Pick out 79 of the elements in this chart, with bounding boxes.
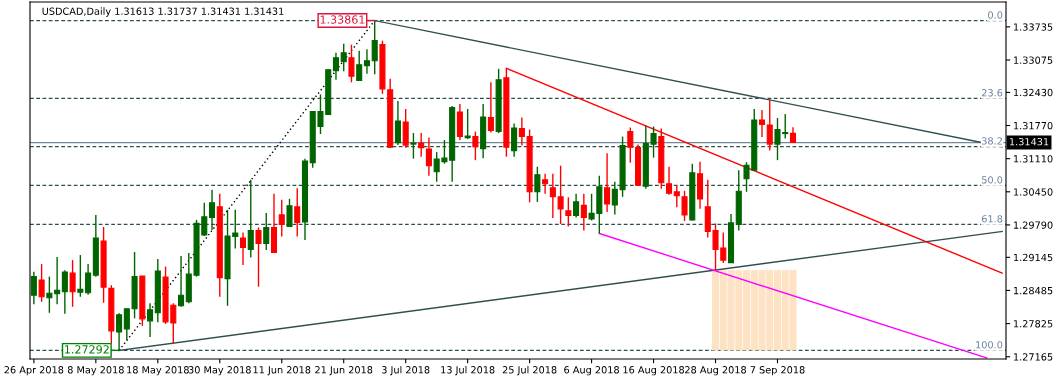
candlestick: [394, 100, 401, 146]
y-tick-label: 1.31110: [1014, 155, 1053, 163]
x-tick-label: 8 May 2018: [67, 366, 124, 376]
candlestick: [147, 302, 154, 338]
candlestick: [356, 50, 363, 82]
y-tick-label: 1.27165: [1014, 353, 1053, 361]
y-tick-label: 1.31770: [1014, 122, 1053, 130]
x-tick-label: 7 Sep 2018: [750, 366, 805, 376]
x-tick-label: 16 Aug 2018: [623, 366, 685, 376]
candlestick: [666, 165, 673, 196]
annotation: 61.8: [981, 215, 1003, 223]
y-tick-label: 1.29790: [1014, 221, 1053, 229]
candlestick: [410, 132, 417, 160]
candlestick: [766, 98, 773, 152]
candlestick: [255, 226, 262, 288]
candlestick: [263, 212, 270, 251]
x-tick-label: 28 Aug 2018: [685, 366, 746, 376]
candlestick: [402, 108, 409, 149]
y-tick-label: 1.29145: [1014, 253, 1053, 262]
y-tick-label: 1.33735: [1014, 23, 1053, 31]
candlestick: [61, 269, 68, 315]
candlestick: [464, 108, 471, 140]
candlestick: [178, 255, 185, 308]
candlestick: [534, 165, 541, 203]
candlestick: [77, 254, 84, 298]
candlestick: [348, 43, 355, 84]
candlestick: [69, 259, 76, 308]
candlestick: [542, 173, 549, 195]
y-tick-label: 1.30450: [1014, 188, 1053, 196]
y-tick-label: 1.33075: [1014, 56, 1053, 64]
y-tick-label: 1.32430: [1014, 88, 1053, 97]
candlestick: [371, 19, 378, 75]
candlestick: [511, 122, 518, 158]
x-tick-label: 26 Apr 2018: [4, 366, 64, 376]
candlestick: [363, 48, 370, 75]
x-tick-label: 11 Jun 2018: [253, 366, 311, 376]
y-tick-label: 1.28485: [1014, 286, 1053, 295]
candlestick: [604, 152, 611, 213]
candlestick: [565, 196, 572, 228]
candlestick: [85, 263, 92, 296]
annotation: 50.0: [982, 176, 1003, 184]
ref-line-label: 1.27292: [65, 345, 109, 354]
candlestick: [340, 42, 347, 72]
candlestick: [46, 275, 53, 314]
x-tick-label: 25 Jul 2018: [502, 365, 557, 376]
x-tick-label: 18 May 2018: [127, 366, 189, 376]
x-tick-label: 21 Jun 2018: [315, 366, 373, 376]
candlestick: [286, 198, 293, 228]
candlestick: [38, 263, 45, 303]
candlestick: [627, 126, 634, 164]
candlestick: [758, 109, 766, 138]
ref-line-label: 1.33861: [320, 15, 365, 24]
candlestick: [673, 184, 680, 209]
candlestick: [332, 52, 340, 81]
candlestick: [580, 193, 587, 232]
ref-line-label: 1.31431: [1010, 138, 1049, 146]
candlestick: [116, 312, 123, 352]
candlestick: [278, 199, 285, 238]
x-tick-label: 13 Jul 2018: [441, 365, 495, 376]
text: USDCAD,Daily 1.31613 1.31737 1.31431 1.31431: [42, 7, 284, 17]
candlestick: [418, 132, 425, 158]
x-tick-label: 3 Jul 2018: [382, 365, 430, 376]
candlestick: [681, 190, 688, 222]
annotation: 38.2: [982, 137, 1002, 145]
x-tick-label: 30 May 2018: [188, 366, 251, 376]
y-tick-label: 1.27825: [1014, 320, 1053, 328]
candlestick: [247, 179, 254, 259]
candlestick: [573, 193, 580, 219]
annotation: 23.6: [981, 89, 1003, 97]
annotation: 0.0: [988, 11, 1003, 19]
candlestick: [294, 187, 301, 238]
candlestick: [487, 81, 494, 134]
candlestick: [472, 130, 479, 161]
candlestick: [30, 270, 37, 305]
candlestick: [208, 189, 216, 231]
candlestick: [425, 136, 432, 177]
x-tick-label: 6 Aug 2018: [564, 366, 619, 376]
candlestick: [239, 231, 247, 266]
annotation: 100.0: [976, 341, 1003, 349]
